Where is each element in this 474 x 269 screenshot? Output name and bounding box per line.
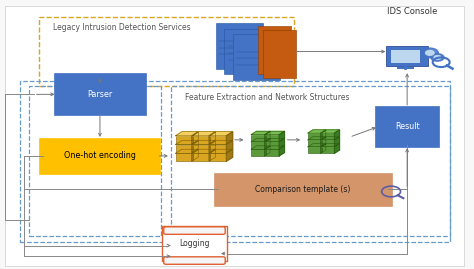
Polygon shape bbox=[265, 139, 284, 142]
Polygon shape bbox=[265, 131, 270, 141]
Polygon shape bbox=[192, 149, 198, 161]
Polygon shape bbox=[175, 149, 198, 153]
Bar bbox=[210, 136, 227, 144]
FancyBboxPatch shape bbox=[258, 26, 292, 74]
Bar bbox=[308, 140, 321, 146]
FancyBboxPatch shape bbox=[162, 226, 227, 261]
Polygon shape bbox=[210, 149, 233, 153]
Bar bbox=[193, 144, 209, 153]
Bar bbox=[210, 144, 227, 153]
FancyBboxPatch shape bbox=[386, 47, 428, 66]
Bar bbox=[19, 81, 450, 242]
Polygon shape bbox=[193, 149, 216, 153]
Circle shape bbox=[431, 54, 444, 61]
Polygon shape bbox=[321, 144, 326, 153]
FancyBboxPatch shape bbox=[54, 73, 146, 115]
Circle shape bbox=[426, 51, 434, 55]
Bar bbox=[265, 149, 279, 156]
Polygon shape bbox=[335, 144, 339, 153]
Polygon shape bbox=[279, 139, 284, 149]
Polygon shape bbox=[279, 131, 284, 141]
FancyBboxPatch shape bbox=[164, 257, 225, 264]
Polygon shape bbox=[321, 130, 326, 139]
Bar bbox=[193, 136, 209, 144]
FancyBboxPatch shape bbox=[224, 29, 272, 74]
Polygon shape bbox=[321, 137, 339, 140]
FancyBboxPatch shape bbox=[391, 51, 420, 63]
FancyBboxPatch shape bbox=[216, 23, 263, 69]
Polygon shape bbox=[227, 140, 233, 153]
Polygon shape bbox=[265, 146, 270, 156]
Polygon shape bbox=[251, 139, 270, 142]
Bar bbox=[171, 86, 450, 236]
Polygon shape bbox=[265, 131, 284, 135]
Text: IDS Console: IDS Console bbox=[387, 7, 437, 16]
Polygon shape bbox=[321, 144, 339, 147]
Bar bbox=[175, 153, 192, 161]
FancyBboxPatch shape bbox=[214, 172, 392, 206]
Polygon shape bbox=[227, 149, 233, 161]
Circle shape bbox=[434, 56, 441, 59]
Polygon shape bbox=[209, 149, 216, 161]
Text: Legacy Intrusion Detection Services: Legacy Intrusion Detection Services bbox=[53, 23, 190, 33]
Bar bbox=[265, 142, 279, 149]
Text: One-hot encoding: One-hot encoding bbox=[64, 151, 136, 160]
FancyBboxPatch shape bbox=[263, 30, 296, 78]
Polygon shape bbox=[265, 146, 284, 149]
Bar bbox=[193, 153, 209, 161]
Bar bbox=[29, 86, 161, 236]
Text: Logging: Logging bbox=[179, 239, 210, 248]
Bar bbox=[251, 135, 265, 141]
Polygon shape bbox=[335, 130, 339, 139]
Polygon shape bbox=[210, 140, 233, 144]
Bar bbox=[175, 136, 192, 144]
Bar bbox=[308, 147, 321, 153]
Polygon shape bbox=[209, 140, 216, 153]
Polygon shape bbox=[321, 130, 339, 133]
Polygon shape bbox=[193, 140, 216, 144]
Circle shape bbox=[421, 48, 438, 58]
FancyBboxPatch shape bbox=[233, 34, 280, 80]
Polygon shape bbox=[192, 132, 198, 144]
Bar bbox=[210, 153, 227, 161]
Polygon shape bbox=[227, 132, 233, 144]
Bar bbox=[265, 135, 279, 141]
Polygon shape bbox=[210, 132, 233, 136]
Text: Comparison template (s): Comparison template (s) bbox=[255, 185, 351, 194]
Bar bbox=[251, 142, 265, 149]
Polygon shape bbox=[308, 144, 326, 147]
Polygon shape bbox=[209, 132, 216, 144]
Polygon shape bbox=[279, 146, 284, 156]
Polygon shape bbox=[193, 132, 216, 136]
Bar bbox=[321, 140, 335, 146]
Polygon shape bbox=[335, 137, 339, 146]
Bar bbox=[321, 133, 335, 139]
Bar bbox=[308, 133, 321, 139]
Bar bbox=[321, 147, 335, 153]
Polygon shape bbox=[308, 130, 326, 133]
FancyBboxPatch shape bbox=[39, 138, 160, 174]
Polygon shape bbox=[175, 140, 198, 144]
Polygon shape bbox=[175, 132, 198, 136]
Polygon shape bbox=[251, 146, 270, 149]
Polygon shape bbox=[321, 137, 326, 146]
Bar bbox=[175, 144, 192, 153]
Polygon shape bbox=[251, 131, 270, 135]
FancyBboxPatch shape bbox=[375, 106, 439, 147]
FancyBboxPatch shape bbox=[164, 227, 225, 234]
Bar bbox=[251, 149, 265, 156]
Bar bbox=[38, 17, 294, 86]
Text: Result: Result bbox=[395, 122, 419, 131]
Text: Parser: Parser bbox=[87, 90, 112, 99]
Polygon shape bbox=[265, 139, 270, 149]
Text: Feature Extraction and Network Structures: Feature Extraction and Network Structure… bbox=[185, 93, 349, 102]
Polygon shape bbox=[308, 137, 326, 140]
Polygon shape bbox=[192, 140, 198, 153]
